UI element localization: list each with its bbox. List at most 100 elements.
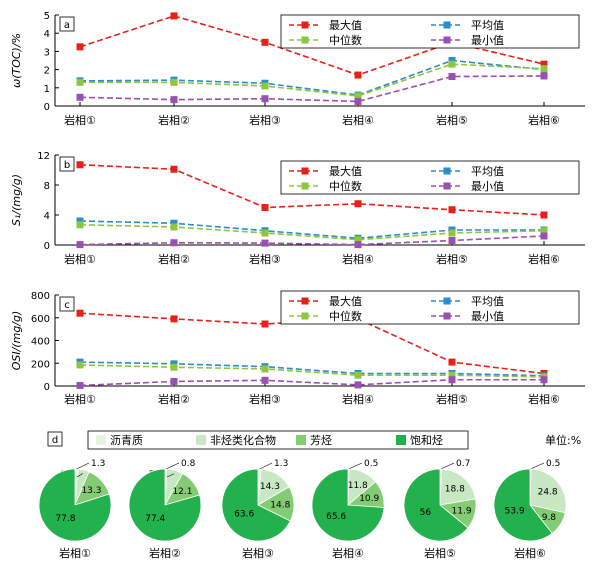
- y-tick-label: 2: [44, 66, 50, 77]
- pie-legend-box: [87, 430, 469, 450]
- data-point-median: [354, 236, 362, 244]
- leader-line: [348, 462, 363, 470]
- x-tick-label: 岩相⑥: [528, 113, 560, 127]
- panel-c: 0 200 400 600 800 岩相① 岩相② 岩相③ 岩相④ 岩相⑤ 岩相⑥ OSI/(mg/g…: [10, 290, 585, 406]
- y-tick-label: 8: [44, 181, 50, 192]
- series-line-mean: [79, 361, 545, 377]
- x-tick-label: 岩相③: [249, 252, 281, 266]
- slice-value-label: 0.5: [546, 459, 560, 469]
- slice-value-label: 10.9: [359, 494, 379, 504]
- data-point-min: [354, 241, 362, 249]
- data-point-max: [354, 200, 362, 208]
- leader-line: [76, 462, 90, 470]
- leader-line: [166, 473, 175, 478]
- x-tick-label: 岩相④: [342, 392, 374, 406]
- legend-label: 最大值: [329, 18, 362, 32]
- data-point-min: [540, 72, 548, 80]
- slice-value-label: 24.8: [538, 487, 558, 497]
- slice-value-label: 0.8: [181, 459, 196, 469]
- series-line-median: [79, 364, 545, 378]
- series-line-median: [80, 63, 545, 97]
- x-tick-label: 岩相②: [158, 392, 190, 406]
- data-point-min: [354, 97, 362, 105]
- slice-value-label: 56: [420, 508, 432, 518]
- pie-legend-label: 沥青质: [110, 434, 143, 447]
- y-tick-label: 600: [31, 314, 50, 325]
- unit-label: 单位:%: [545, 433, 581, 447]
- series-line-median: [79, 223, 545, 241]
- slice-value-label: 9.8: [542, 513, 557, 523]
- y-axis-label: S₁/(mg/g): [10, 174, 23, 226]
- data-point-max: [76, 309, 84, 317]
- series-line-mean: [79, 220, 544, 240]
- legend-swatch-marker: [443, 167, 451, 175]
- legend-swatch-marker: [301, 312, 309, 320]
- slice-value-label: 11.8: [348, 481, 368, 491]
- y-tick-label: 0: [44, 382, 50, 393]
- panel-letter: a: [64, 20, 70, 31]
- slice-value-label: 53.9: [505, 506, 525, 516]
- data-point-max: [170, 315, 178, 323]
- slice-value-label: 11.9: [452, 507, 472, 517]
- data-point-max: [76, 43, 84, 51]
- pie-slice: [311, 468, 385, 542]
- data-point-median: [76, 221, 84, 229]
- data-point-min: [448, 237, 456, 244]
- legend-swatch-marker: [443, 36, 451, 44]
- slice-value-label: 77.4: [145, 514, 165, 524]
- pie-legend-swatch: [296, 435, 306, 445]
- y-tick-label: 800: [31, 291, 50, 302]
- x-tick-label: 岩相⑤: [436, 113, 468, 127]
- panel-b: 0 4 8 12 岩相① 岩相② 岩相③ 岩相④ 岩相⑤ 岩相⑥ S₁/(mg/g) b 最大值 平均值中…: [10, 151, 585, 266]
- legend-box: [280, 14, 580, 49]
- pie-slice: [128, 468, 202, 542]
- data-point-max: [170, 12, 178, 20]
- legend-swatch-marker: [301, 182, 309, 190]
- legend-label: 中位数: [329, 33, 362, 47]
- data-point-min: [76, 241, 84, 249]
- panel-letter: b: [64, 160, 70, 171]
- leader-line: [165, 462, 180, 470]
- pie: 0.5 11.8 10.9 65.6 岩相④: [311, 459, 385, 560]
- data-point-max: [540, 60, 548, 68]
- legend-label: 最大值: [329, 294, 362, 308]
- data-point-min: [540, 376, 548, 384]
- panel-a: 0 1 2 3 4 5 岩相① 岩相② 岩相③ 岩相④ 岩相⑤ 岩相⑥ ω(TOC)/% a 最大值 平均值中…: [10, 11, 585, 127]
- legend-label: 中位数: [329, 179, 362, 193]
- data-point-max: [170, 165, 178, 173]
- legend-label: 中位数: [329, 309, 362, 323]
- slice-value-label: 77.8: [55, 514, 75, 524]
- data-point-max: [448, 358, 456, 366]
- y-tick-label: 200: [31, 359, 50, 370]
- series-line-min: [79, 75, 545, 103]
- data-point-median: [76, 361, 84, 369]
- y-tick-label: 5: [44, 11, 50, 22]
- data-point-mean: [170, 219, 178, 227]
- data-point-max: [261, 38, 269, 46]
- data-point-min: [261, 376, 269, 384]
- pie-slice: [439, 468, 476, 506]
- pie-label: 岩相④: [332, 546, 364, 560]
- x-tick-label: 岩相④: [342, 113, 374, 127]
- data-point-min: [448, 376, 456, 384]
- slice-value-label: 1.3: [91, 459, 105, 469]
- data-point-median: [448, 229, 456, 237]
- data-point-min: [170, 239, 178, 247]
- legend-swatch-marker: [301, 36, 309, 44]
- panel-letter: d: [52, 435, 58, 446]
- slice-value-label: 0.7: [456, 459, 470, 469]
- slice-value-label: 1.3: [274, 459, 288, 469]
- leader-line: [259, 462, 273, 470]
- pie-legend-label: 非烃类化合物: [210, 433, 276, 447]
- pie-label: 岩相⑤: [424, 546, 456, 560]
- x-tick-label: 岩相③: [249, 392, 281, 406]
- legend-label: 最小值: [471, 310, 504, 323]
- legend-label: 最小值: [471, 34, 504, 47]
- y-axis-label: ω(TOC)/%: [10, 33, 23, 88]
- slice-value-label: 18.8: [445, 484, 465, 494]
- leader-line: [76, 473, 83, 478]
- slice-value-label: 63.6: [234, 510, 254, 520]
